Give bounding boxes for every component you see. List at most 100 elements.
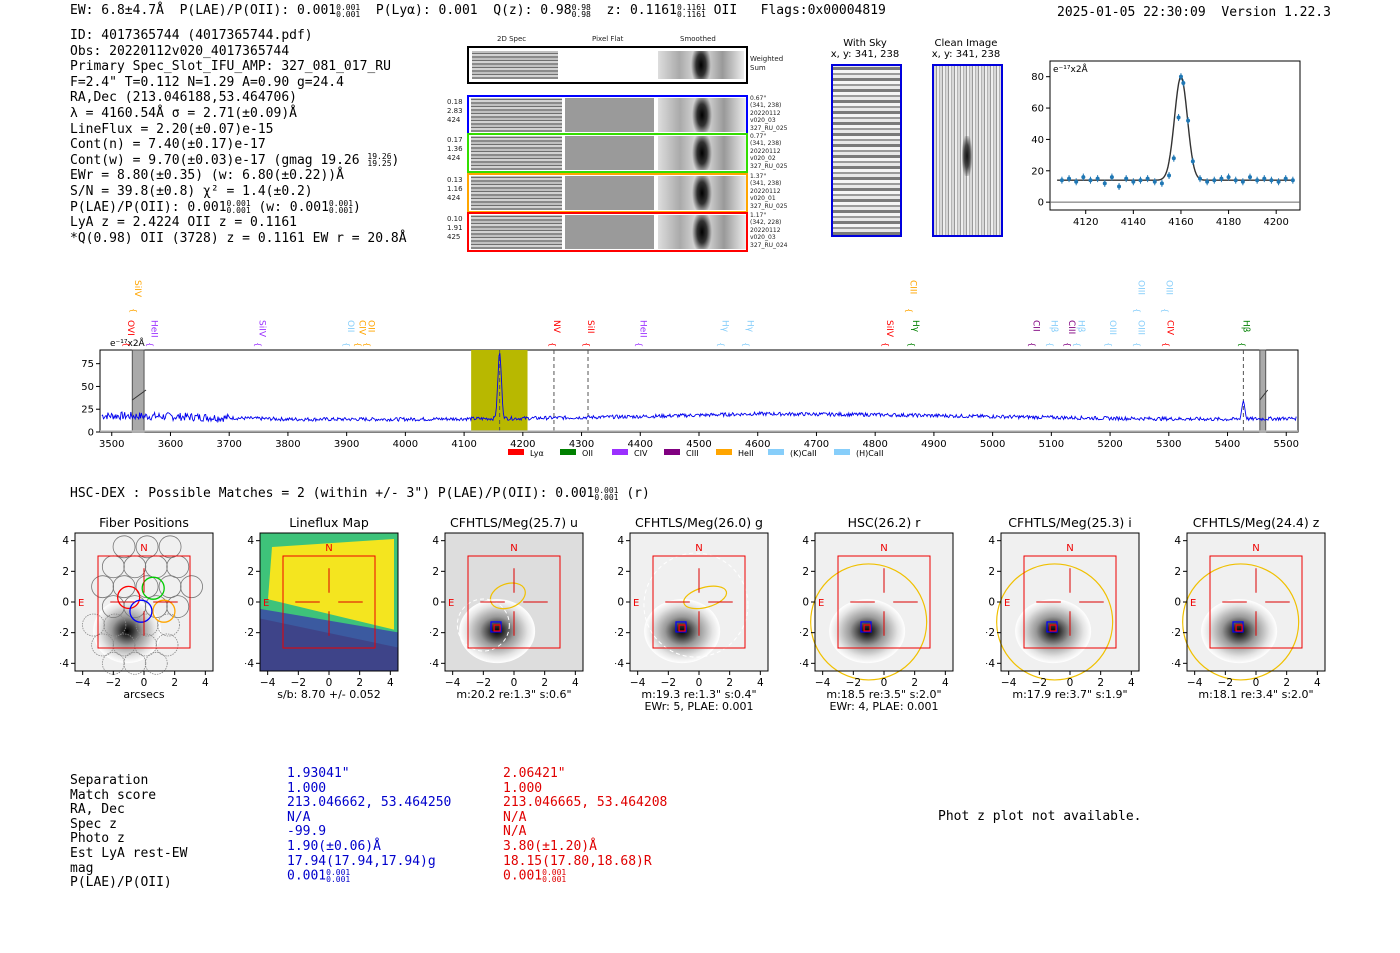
fit-data-point — [1131, 179, 1136, 184]
panel-ytick-label: 2 — [432, 566, 439, 578]
spec-unit-label: e⁻¹⁷x2Å — [110, 337, 146, 349]
emission-line-brace: { — [129, 308, 138, 313]
cutout-row-3-right-label: 1.37" (341, 238) 20220112 v020_01 327_RU_025 — [750, 173, 788, 210]
panel-xtick-label: 2 — [171, 677, 178, 689]
panel-xtick-label: −2 — [1218, 677, 1233, 689]
fit-data-point — [1186, 118, 1191, 123]
legend-swatch — [834, 449, 850, 455]
fiber-circle — [112, 575, 136, 599]
fit-data-point — [1233, 178, 1238, 183]
fit-data-point — [1205, 179, 1210, 184]
full-spectrum-chart: 3500 3600 3700 3800 3900 4000 4100 4200 4300 4400… — [81, 280, 1299, 458]
m2-value: 2.06421" — [503, 766, 566, 781]
emission-line-label: CIII — [1066, 320, 1076, 334]
masked-region — [1259, 349, 1267, 433]
east-label: E — [78, 598, 84, 609]
spectrum-line — [101, 353, 1297, 423]
panel-xtick-label: 4 — [1128, 677, 1135, 689]
match-label: mag — [70, 860, 94, 876]
fit-data-point — [1290, 178, 1295, 183]
emission-line-label: Hγ — [745, 320, 755, 333]
panel-xtick-label: 0 — [696, 677, 703, 689]
panel-ytick-label: 4 — [247, 535, 254, 547]
north-label: N — [140, 543, 147, 554]
legend-swatch — [612, 449, 628, 455]
fit-data-point — [1102, 181, 1107, 186]
fit-ytick-label: 0 — [1038, 198, 1044, 209]
emission-line-label: SiIV — [257, 320, 267, 338]
col-2d-label: 2D Spec — [497, 35, 527, 43]
fiber-circle-highlight — [141, 576, 165, 600]
panel-title: CFHTLS/Meg(26.0) g — [635, 515, 763, 530]
fiber-circle — [144, 595, 168, 618]
fit-plot-frame — [1049, 60, 1301, 211]
cutout-row-3-left-label: 0.13 1.16 424 — [447, 176, 463, 202]
panel-ytick-label: 0 — [247, 597, 254, 609]
search-box — [282, 555, 376, 649]
emission-line-label: SiIV — [132, 280, 142, 298]
legend-swatch — [560, 449, 576, 455]
east-label: E — [633, 598, 639, 609]
cutout-row-4 — [467, 212, 748, 252]
fit-data-point — [1117, 184, 1122, 189]
fit-xtick-label: 4180 — [1216, 217, 1241, 228]
emission-line-brace: { — [1162, 342, 1171, 347]
header-plae: P(LAE)/P(OII): 0.001 — [179, 3, 337, 18]
fit-ytick-label: 80 — [1031, 72, 1044, 83]
panel-xtick-label: 4 — [1314, 677, 1321, 689]
panel-ytick-label: 0 — [802, 597, 809, 609]
spec-xtick-label: 4600 — [745, 439, 770, 450]
emission-line-brace: { — [1063, 342, 1072, 347]
spec-xtick-label: 5100 — [1039, 439, 1064, 450]
cutout-row-4-left-label: 0.10 1.91 425 — [447, 215, 463, 241]
emission-line-brace: { — [1132, 308, 1141, 313]
sum-label: Sum — [750, 64, 766, 72]
m1-value: 0.001 0.001 0.001 — [287, 868, 351, 885]
fit-data-point — [1081, 175, 1086, 180]
counterpart-box-red — [678, 624, 686, 632]
panel-ytick-label: 4 — [802, 535, 809, 547]
emission-line-label: CIII — [907, 280, 917, 294]
weighted-sum-cutout — [467, 46, 748, 84]
m1-value: 1.93041" — [287, 766, 350, 781]
fit-data-point — [1095, 176, 1100, 181]
panel-caption: m:18.1 re:3.4" s:2.0" — [1198, 688, 1313, 701]
cutout-row-1-left-label: 0.18 2.83 424 — [447, 98, 463, 124]
north-label: N — [325, 543, 332, 554]
panel-ytick-label: 4 — [988, 535, 995, 547]
counterpart-box-red — [863, 624, 871, 632]
info-plae: P(LAE)/P(OII): 0.001 0.001 0.001 (w: 0.001… — [70, 199, 361, 216]
fit-data-point — [1240, 179, 1245, 184]
panel-ytick-label: 0 — [617, 597, 624, 609]
info-primary: Primary Spec_Slot_IFU_AMP: 327_081_017_R… — [70, 59, 391, 75]
spec-xtick-label: 5200 — [1097, 439, 1122, 450]
header-z-line: OII — [713, 3, 738, 18]
m2-value: 3.80(±1.20)Å — [503, 838, 597, 854]
masked-hatch — [1259, 389, 1269, 401]
match-label: Separation — [70, 773, 149, 788]
emission-line-brace: { — [1160, 308, 1169, 313]
panel-ytick-label: −2 — [615, 627, 624, 639]
panel-xtick-label: 2 — [1283, 677, 1290, 689]
spec-xtick-label: 4400 — [628, 439, 653, 450]
panel-title: CFHTLS/Meg(25.7) u — [450, 515, 578, 530]
m1-value: -99.9 — [287, 824, 327, 840]
col-smooth-label: Smoothed — [680, 35, 716, 43]
panel-xtick-label: 0 — [326, 677, 333, 689]
panel-ytick-label: 2 — [247, 566, 254, 578]
emission-line-label: OIII — [1135, 280, 1145, 295]
cutout-row-4-right-label: 1.17" (342, 228) 20220112 v020_03 327_RU_024 — [750, 212, 788, 249]
masked-region — [131, 349, 145, 433]
fit-data-point — [1159, 181, 1164, 186]
panel-ytick-label: −2 — [800, 627, 809, 639]
panel-ytick-label: −4 — [430, 658, 439, 670]
panel-ytick-label: −4 — [245, 658, 254, 670]
fiber-circle — [134, 633, 157, 657]
fit-data-point — [1212, 178, 1217, 183]
fiber-circle — [158, 575, 182, 599]
spec-xtick-label: 4800 — [862, 439, 887, 450]
panel-xtick-label: −4 — [1001, 677, 1017, 689]
fit-data-point — [1088, 178, 1093, 183]
panel-xtick-label: 0 — [881, 677, 888, 689]
panel-xtick-label: −2 — [106, 677, 121, 689]
